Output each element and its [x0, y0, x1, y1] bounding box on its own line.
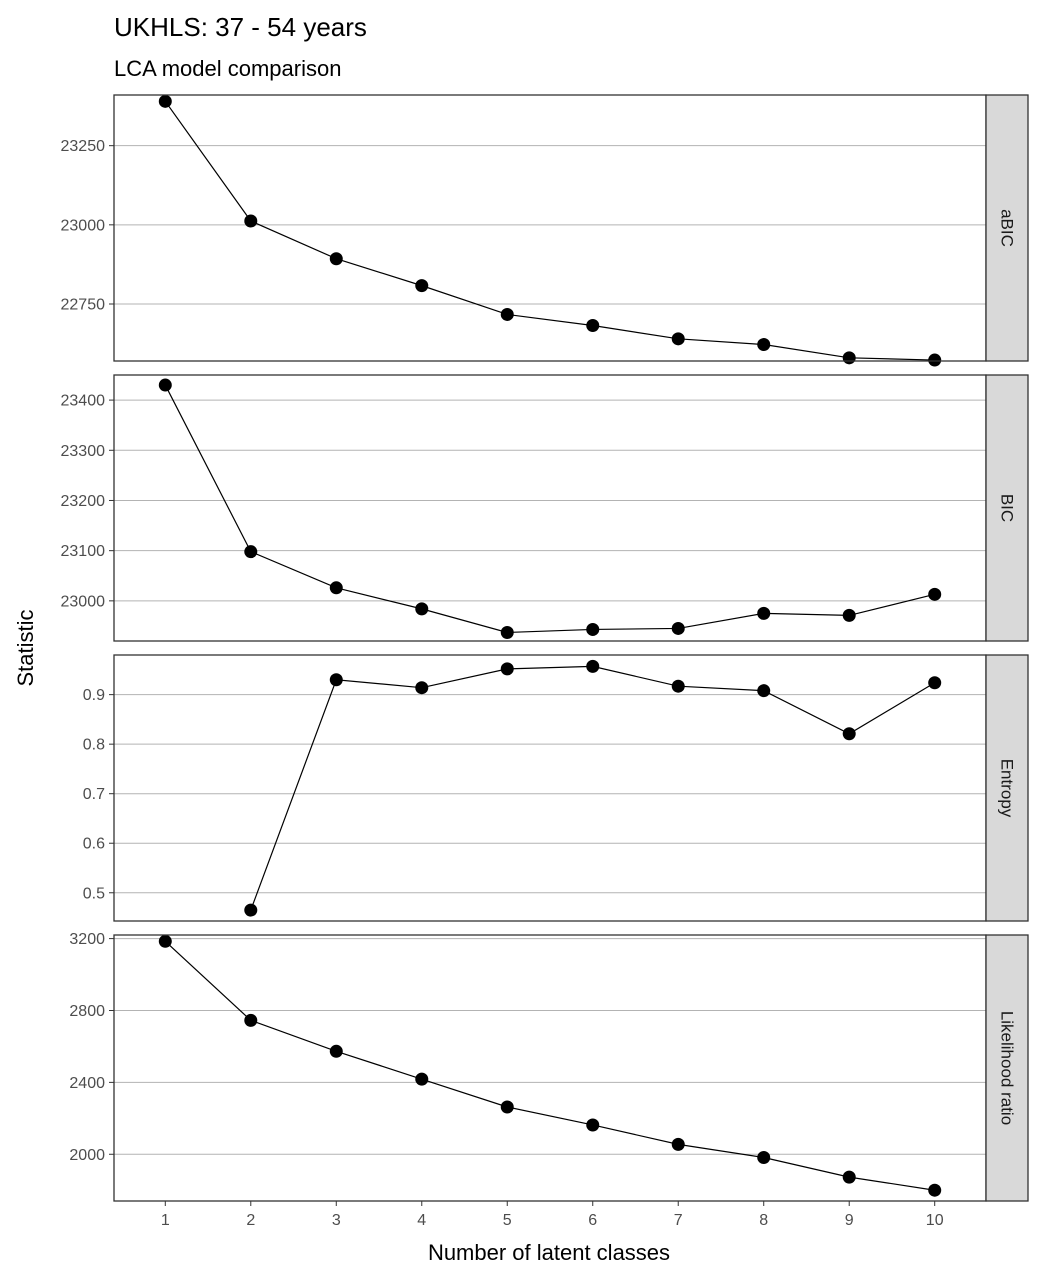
y-tick-label: 3200: [69, 931, 105, 948]
data-point: [500, 625, 514, 639]
data-point: [158, 378, 172, 392]
panel-background: [114, 935, 986, 1201]
facet-strip-label: Likelihood ratio: [998, 1011, 1017, 1125]
y-tick-label: 23400: [61, 393, 106, 410]
y-axis-title: Statistic: [13, 609, 38, 686]
x-tick-label: 4: [417, 1212, 426, 1229]
data-point: [928, 676, 942, 690]
data-point: [928, 1183, 942, 1197]
data-point: [415, 602, 429, 616]
facet-panels: 227502300023250aBIC230002310023200233002…: [61, 94, 1029, 1202]
data-point: [415, 1072, 429, 1086]
data-point: [586, 319, 600, 333]
y-tick-label: 0.8: [83, 737, 105, 754]
data-point: [500, 307, 514, 321]
panel-abic: 22750 23000 23250 aBIC: [61, 94, 1029, 367]
facet-strip-label: aBIC: [998, 209, 1017, 247]
data-point: [244, 545, 258, 559]
data-point: [329, 252, 343, 266]
data-point: [586, 622, 600, 636]
chart-subtitle: LCA model comparison: [114, 56, 341, 81]
data-point: [244, 903, 258, 917]
y-tick-label: 23250: [61, 138, 106, 155]
panel-entropy: 0.5 0.6 0.7 0.8 0.9 Entropy: [83, 654, 1029, 922]
y-tick-label: 22750: [61, 297, 106, 314]
data-point: [415, 279, 429, 293]
data-point: [757, 606, 771, 620]
series-line: [164, 100, 935, 361]
x-axis: 1 2 3 4 5 6 7 8 9 10: [161, 1201, 944, 1229]
y-tick-label: 0.6: [83, 836, 105, 853]
x-tick-label: 8: [759, 1212, 768, 1229]
y-tick-label: 2800: [69, 1003, 105, 1020]
x-tick-label: 9: [845, 1212, 854, 1229]
data-point: [842, 608, 856, 622]
data-point: [671, 679, 685, 693]
panel-background: [114, 95, 986, 361]
data-point: [244, 1013, 258, 1027]
data-point: [244, 214, 258, 228]
y-tick-label: 23100: [61, 543, 106, 560]
x-tick-label: 7: [674, 1212, 683, 1229]
x-axis-title: Number of latent classes: [428, 1240, 670, 1265]
data-point: [329, 581, 343, 595]
data-point: [842, 1170, 856, 1184]
facet-strip-label: Entropy: [998, 759, 1017, 818]
data-point: [500, 662, 514, 676]
facet-strip: [985, 94, 1029, 362]
y-tick-label: 0.5: [83, 885, 105, 902]
y-tick-label: 2000: [69, 1147, 105, 1164]
x-tick-label: 6: [588, 1212, 597, 1229]
data-point: [757, 684, 771, 698]
facet-strip: [985, 374, 1029, 642]
y-tick-label: 23000: [61, 217, 106, 234]
x-tick-label: 1: [161, 1212, 170, 1229]
data-point: [671, 621, 685, 635]
facet-strip-label: BIC: [998, 494, 1017, 522]
data-point: [757, 1151, 771, 1165]
data-point: [415, 681, 429, 695]
data-point: [586, 1118, 600, 1132]
data-point: [842, 727, 856, 741]
y-tick-label: 23300: [61, 443, 106, 460]
data-point: [329, 1044, 343, 1058]
data-point: [671, 1137, 685, 1151]
data-point: [928, 353, 942, 367]
y-tick-label: 0.9: [83, 687, 105, 704]
y-tick-label: 23000: [61, 593, 106, 610]
series-line: [164, 940, 935, 1191]
y-tick-label: 0.7: [83, 786, 105, 803]
data-point: [842, 351, 856, 365]
chart-title: UKHLS: 37 - 54 years: [114, 12, 367, 42]
panel-background: [114, 655, 986, 921]
data-point: [158, 934, 172, 948]
x-tick-label: 2: [246, 1212, 255, 1229]
series-line: [164, 384, 935, 634]
data-point: [586, 659, 600, 673]
panel-bic: 23000 23100 23200 23300 23400 BIC: [61, 374, 1029, 642]
data-point: [158, 94, 172, 108]
x-tick-label: 10: [926, 1212, 944, 1229]
facet-strip: [985, 934, 1029, 1202]
data-point: [329, 673, 343, 687]
data-point: [500, 1100, 514, 1114]
x-tick-label: 5: [503, 1212, 512, 1229]
data-point: [671, 332, 685, 346]
y-tick-label: 23200: [61, 493, 106, 510]
panel-likelihood-ratio: 2000 2400 2800 3200 Likelihood ratio: [69, 931, 1029, 1202]
x-tick-label: 3: [332, 1212, 341, 1229]
y-tick-label: 2400: [69, 1075, 105, 1092]
data-point: [757, 338, 771, 352]
data-point: [928, 587, 942, 601]
facet-strip: [985, 654, 1029, 922]
panel-background: [114, 375, 986, 641]
